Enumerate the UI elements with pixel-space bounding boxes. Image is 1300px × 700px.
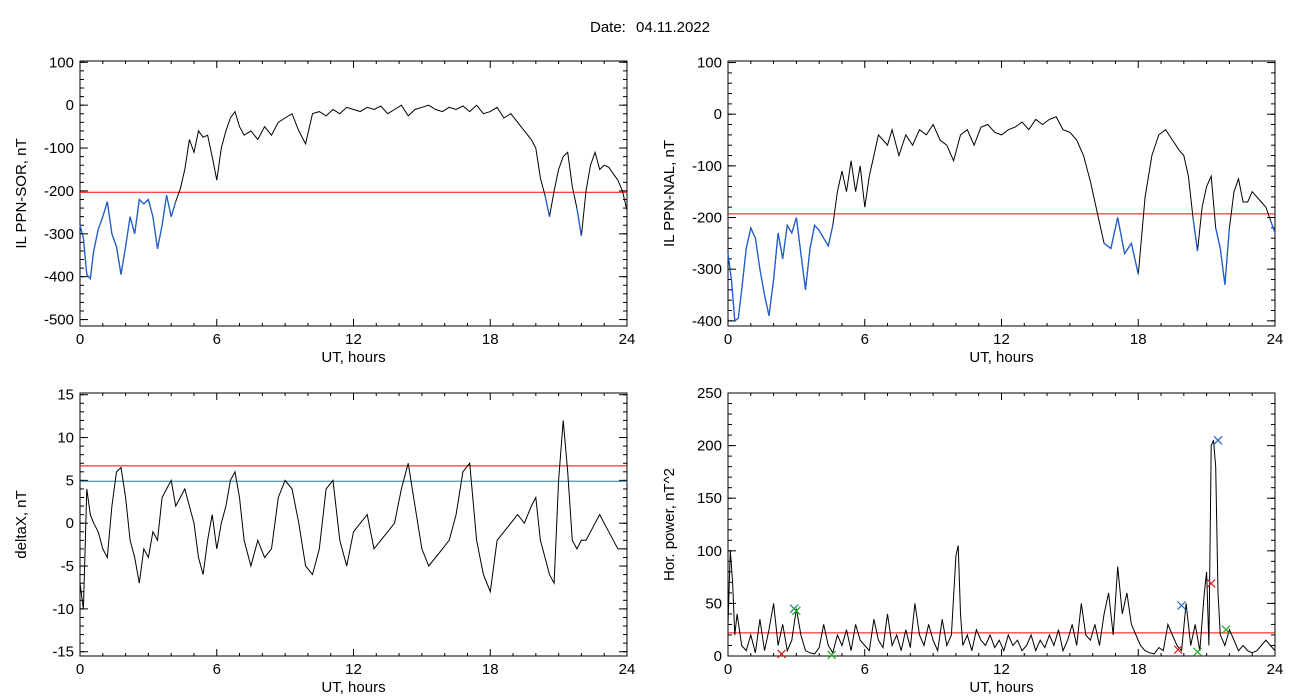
event-marker xyxy=(827,650,837,660)
x-tick-label: 6 xyxy=(213,331,221,348)
y-tick-label: -100 xyxy=(692,158,722,175)
x-tick-label: 0 xyxy=(76,661,84,678)
x-tick-label: 18 xyxy=(482,331,499,348)
y-tick-label: 100 xyxy=(49,54,74,71)
below-threshold-segment xyxy=(727,217,834,322)
y-tick-label: -5 xyxy=(61,558,74,575)
x-tick-label: 0 xyxy=(724,661,732,678)
y-tick-label: 0 xyxy=(66,97,74,114)
x-tick-label: 12 xyxy=(993,661,1010,678)
event-marker xyxy=(1213,435,1223,445)
y-tick-label: 5 xyxy=(66,472,74,489)
y-tick-label: 50 xyxy=(705,595,722,612)
y-tick-label: 0 xyxy=(66,515,74,532)
chart-panel-1: 0 6 12 18 24 100 0 -100 -200 -300 -400 -500 UT, hour… xyxy=(13,54,635,366)
event-marker xyxy=(777,649,786,659)
y-tick-label: -300 xyxy=(692,261,722,278)
marker-stroke xyxy=(777,649,786,659)
x-tick-label: 12 xyxy=(345,661,362,678)
event-marker xyxy=(1173,645,1183,655)
below-threshold-segment xyxy=(79,195,177,281)
plot-frame xyxy=(79,392,628,657)
marker-stroke xyxy=(1221,625,1231,635)
x-axis-label: UT, hours xyxy=(969,679,1033,696)
y-tick-label: -200 xyxy=(692,210,722,227)
y-axis-label: IL PPN-SOR, nT xyxy=(13,138,30,248)
y-tick-label: -10 xyxy=(52,601,74,618)
x-tick-label: 18 xyxy=(1130,331,1147,348)
y-tick-label: -200 xyxy=(44,183,74,200)
y-tick-label: 150 xyxy=(697,490,722,507)
event-marker xyxy=(1206,578,1216,588)
x-axis-label: UT, hours xyxy=(321,679,385,696)
chart-panel-4: 0 6 12 18 24 250 200 150 100 50 0 UT, hours Hor. pow… xyxy=(661,385,1283,696)
y-tick-label: 100 xyxy=(697,55,722,72)
x-tick-label: 0 xyxy=(76,331,84,348)
x-tick-label: 24 xyxy=(1267,331,1284,348)
y-axis-label: deltaX, nT xyxy=(13,490,30,558)
x-tick-label: 6 xyxy=(861,661,869,678)
marker-stroke xyxy=(1206,578,1216,588)
y-tick-label: 0 xyxy=(714,106,722,123)
below-threshold-segment xyxy=(576,207,583,237)
date-label: Date: xyxy=(590,19,626,36)
marker-stroke xyxy=(1173,645,1183,655)
marker-stroke xyxy=(791,606,801,616)
x-tick-label: 12 xyxy=(345,331,362,348)
below-threshold-segment xyxy=(544,195,551,217)
below-threshold-segment xyxy=(1215,227,1231,285)
x-tick-label: 18 xyxy=(482,661,499,678)
event-marker xyxy=(1193,647,1202,657)
x-tick-label: 6 xyxy=(213,661,221,678)
plot-frame xyxy=(727,392,1276,657)
y-tick-label: -500 xyxy=(44,312,74,329)
x-tick-label: 12 xyxy=(993,331,1010,348)
x-tick-label: 24 xyxy=(619,331,636,348)
marker-stroke xyxy=(1177,601,1186,610)
y-tick-label: 250 xyxy=(697,385,722,402)
x-tick-label: 24 xyxy=(619,661,636,678)
date-value: 04.11.2022 xyxy=(636,19,710,36)
x-tick-label: 6 xyxy=(861,331,869,348)
below-threshold-segment xyxy=(1103,217,1139,275)
marker-stroke xyxy=(1193,647,1202,657)
y-tick-label: 200 xyxy=(697,438,722,455)
x-tick-label: 0 xyxy=(724,331,732,348)
below-threshold-segment xyxy=(1192,217,1199,252)
chart-panel-2: 0 6 12 18 24 100 0 -100 -200 -300 -400 UT, hours IL … xyxy=(661,55,1283,366)
event-marker xyxy=(791,606,801,616)
y-tick-label: 10 xyxy=(57,430,74,447)
y-tick-label: -300 xyxy=(44,226,74,243)
y-tick-label: -100 xyxy=(44,140,74,157)
chart-panel-3: 0 6 12 18 24 15 10 5 0 -5 -10 -15 UT, hours deltaX, n… xyxy=(13,387,635,696)
y-axis-label: Hor. power, nT^2 xyxy=(661,468,678,581)
x-axis-label: UT, hours xyxy=(321,349,385,366)
series-line xyxy=(727,440,1276,655)
y-axis-label: IL PPN-NAL, nT xyxy=(661,140,678,247)
plot-frame xyxy=(727,60,1276,327)
event-marker xyxy=(1177,601,1186,610)
x-tick-label: 24 xyxy=(1267,661,1284,678)
y-tick-label: 100 xyxy=(697,543,722,560)
y-tick-label: -15 xyxy=(52,644,74,661)
event-marker xyxy=(1221,625,1231,635)
x-axis-label: UT, hours xyxy=(969,349,1033,366)
date-title: Date: 04.11.2022 xyxy=(0,19,1300,36)
below-threshold-segment xyxy=(1269,219,1276,234)
y-tick-label: 15 xyxy=(57,387,74,404)
y-tick-label: -400 xyxy=(44,269,74,286)
series-line xyxy=(79,420,627,609)
marker-stroke xyxy=(1213,435,1223,445)
y-tick-label: 0 xyxy=(714,648,722,665)
x-tick-label: 18 xyxy=(1130,661,1147,678)
marker-stroke xyxy=(827,650,837,660)
y-tick-label: -400 xyxy=(692,313,722,330)
